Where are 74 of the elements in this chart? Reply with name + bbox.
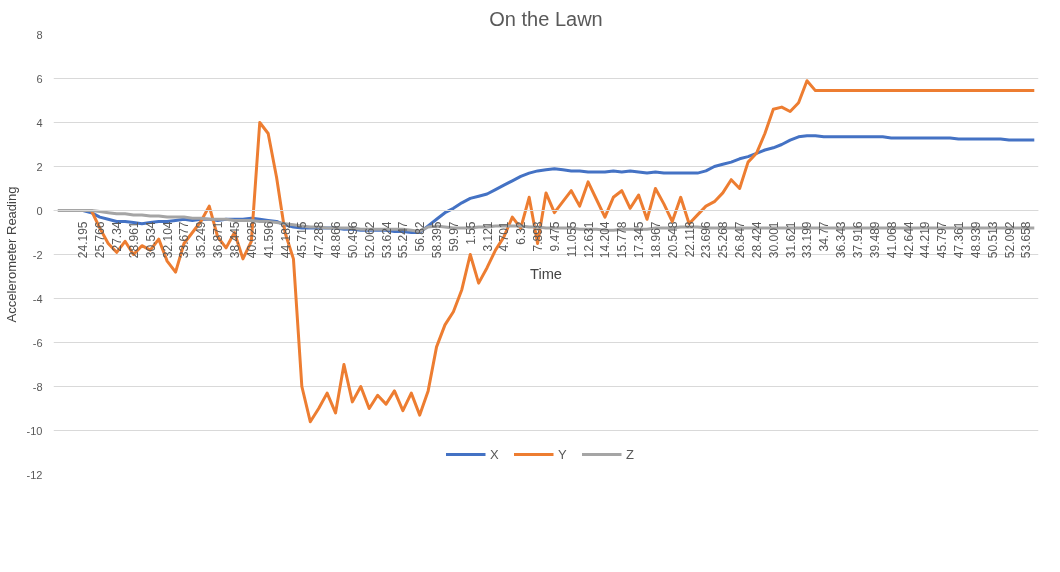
x-tick-label: 37.916 (851, 221, 865, 259)
x-tick-label: 53.624 (379, 221, 394, 259)
x-tick-label: 27.34 (110, 221, 125, 252)
x-tick-label: 45.797 (935, 221, 950, 259)
x-tick-label: 4.701 (497, 221, 512, 252)
x-tick-label: 44.182 (278, 221, 293, 259)
x-tick-label: 24.195 (76, 221, 91, 259)
x-tick-label: 14.204 (598, 221, 613, 259)
x-tick-label: 31.621 (783, 221, 798, 259)
y-tick-label: 6 (36, 72, 43, 85)
x-tick-label: 47.288 (312, 221, 327, 259)
x-tick-label: 18.967 (648, 221, 663, 259)
x-tick-label: 6.32 (514, 221, 529, 245)
x-tick-label: 48.939 (968, 221, 983, 259)
y-tick-label: -6 (32, 336, 43, 349)
x-tick-label: 36.871 (211, 221, 226, 259)
legend-label: Z (626, 446, 635, 462)
x-tick-label: 41.068 (884, 221, 899, 259)
x-tick-label: 3.121 (480, 221, 495, 252)
y-tick-label: 8 (36, 28, 43, 41)
x-tick-label: 23.696 (699, 221, 714, 259)
x-tick-label: 40.025 (244, 221, 259, 259)
x-tick-label: 56.82 (413, 221, 428, 252)
x-tick-label: 36.343 (834, 221, 849, 259)
x-tick-label: 7.898 (531, 221, 546, 252)
x-tick-label: 48.866 (329, 221, 344, 259)
y-tick-label: 2 (36, 160, 43, 173)
x-tick-label: 34.77 (817, 221, 832, 252)
y-tick-label: -2 (32, 248, 43, 261)
y-tick-label: -4 (32, 292, 43, 305)
x-tick-label: 52.062 (362, 221, 377, 259)
legend-label: Y (558, 446, 568, 462)
y-tick-label: 0 (36, 204, 43, 217)
x-tick-label: 33.677 (177, 221, 192, 259)
x-tick-label: 58.395 (430, 221, 445, 259)
y-tick-label: -8 (32, 380, 43, 393)
y-tick-label: 4 (36, 116, 43, 129)
x-tick-label: 59.97 (446, 221, 461, 252)
x-tick-label: 42.644 (901, 221, 916, 259)
y-tick-label: -10 (26, 424, 43, 437)
x-tick-label: 52.092 (1002, 221, 1017, 259)
x-tick-label: 30.534 (143, 221, 158, 259)
x-tick-label: 25.766 (93, 221, 108, 259)
x-tick-label: 44.219 (918, 221, 933, 259)
x-tick-label: 50.513 (985, 221, 1000, 259)
x-tick-label: 26.847 (733, 221, 748, 259)
y-axis-title: Accelerometer Reading (3, 186, 19, 323)
x-tick-label: 25.268 (716, 221, 731, 259)
chart-title: On the Lawn (489, 7, 603, 30)
x-axis-title: Time (529, 266, 563, 283)
x-tick-label: 11.055 (564, 221, 579, 258)
x-tick-label: 55.247 (396, 221, 411, 259)
x-tick-label: 28.961 (126, 221, 141, 259)
x-tick-label: 30.001 (766, 221, 781, 259)
x-tick-label: 1.55 (463, 221, 478, 245)
x-tick-label: 35.249 (194, 221, 209, 259)
y-tick-label: -12 (26, 468, 43, 481)
x-tick-label: 15.778 (615, 221, 630, 259)
x-tick-label: 28.424 (749, 221, 764, 259)
x-tick-label: 39.489 (867, 221, 882, 259)
x-tick-label: 41.596 (261, 221, 276, 259)
x-tick-label: 53.658 (1019, 221, 1034, 259)
x-tick-label: 38.445 (228, 221, 242, 259)
x-tick-label: 12.631 (581, 221, 596, 259)
x-tick-label: 20.548 (665, 221, 680, 259)
x-tick-label: 47.361 (952, 221, 967, 259)
x-tick-label: 9.475 (547, 221, 562, 252)
x-tick-label: 45.715 (295, 221, 310, 259)
x-tick-label: 50.496 (345, 221, 360, 259)
x-tick-label: 17.345 (632, 221, 647, 259)
x-tick-label: 32.104 (160, 221, 175, 259)
x-tick-label: 33.199 (800, 221, 815, 259)
legend-label: X (490, 446, 500, 462)
x-tick-label: 22.118 (682, 221, 697, 258)
